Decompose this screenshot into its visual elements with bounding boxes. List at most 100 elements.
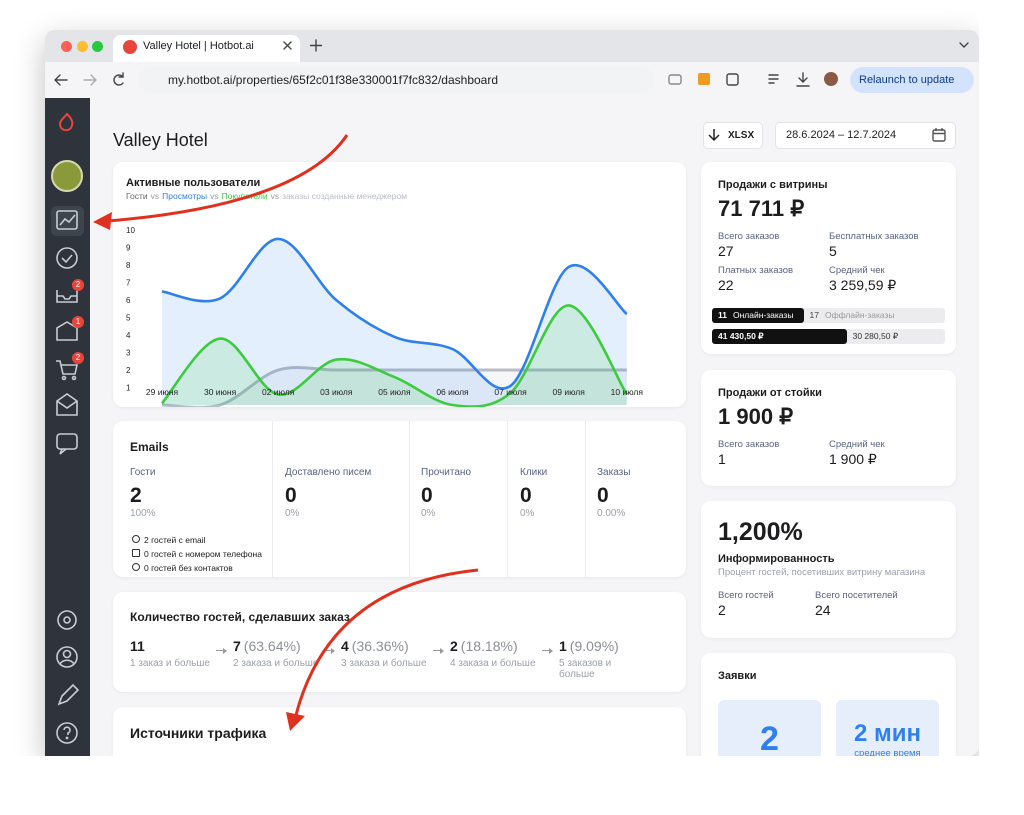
requests-avg-time: 2 мин — [853, 720, 922, 747]
stat-label: Всего заказов — [718, 439, 780, 450]
tab-favicon — [123, 40, 137, 54]
y-tick-label: 4 — [126, 331, 131, 340]
column-divider — [585, 421, 586, 577]
nav-help[interactable] — [56, 722, 78, 744]
y-tick-label: 3 — [126, 349, 131, 358]
nav-profile[interactable] — [56, 646, 78, 668]
email-stat-share: 0% — [285, 508, 300, 519]
camera[interactable] — [668, 74, 682, 85]
sidebar-icons — [51, 112, 83, 744]
stat-value: 24 — [815, 602, 831, 618]
tab-title: Valley Hotel | Hotbot.ai — [143, 40, 254, 52]
y-tick-label: 9 — [126, 244, 131, 253]
funnel-count: 2 — [450, 638, 458, 654]
email-stat-share: 0.00% — [597, 508, 626, 519]
badge: 2 — [72, 279, 84, 291]
email-stat-value: 0 — [520, 484, 532, 507]
export-label: XLSX — [728, 130, 755, 141]
email-stat-value: 0 — [597, 484, 609, 507]
counter-title: Продажи от стойки — [718, 387, 822, 399]
email-stat-value: 0 — [285, 484, 297, 507]
chart: 1 2 3 4 5 6 7 8 9 10 29 июня 30 июня 02 июля 03 июля 0… — [126, 226, 644, 407]
stat-label: Всего посетителей — [815, 590, 898, 601]
requests-count: 2 — [760, 720, 779, 758]
column-divider — [272, 421, 273, 577]
split-label: 17 Оффлайн-заказы — [810, 310, 895, 320]
nav-tasks[interactable] — [56, 247, 78, 269]
series-line — [161, 304, 628, 407]
nav-settings[interactable] — [57, 610, 77, 630]
y-tick-label: 1 — [126, 384, 131, 393]
funnel-label: 2 заказа и больше — [233, 658, 319, 669]
emails-title: Emails — [130, 440, 169, 454]
new-tab[interactable] — [309, 39, 323, 52]
split-label: 11 Онлайн-заказы — [718, 310, 793, 320]
property-avatar[interactable] — [51, 160, 83, 192]
requests-count-box — [718, 700, 821, 760]
funnel-count: 7 — [233, 638, 241, 654]
downloads[interactable] — [796, 72, 810, 87]
window-minimize[interactable] — [77, 41, 88, 52]
split-count: 17 — [809, 310, 819, 320]
reading-list[interactable] — [768, 74, 779, 84]
tab-search[interactable] — [959, 42, 969, 48]
window-close[interactable] — [61, 41, 72, 52]
funnel-step: 2 (18.18%) — [450, 638, 518, 654]
x-tick-label: 10 июля — [611, 387, 644, 397]
omnibox[interactable] — [138, 67, 654, 93]
profile[interactable] — [824, 72, 838, 86]
contact-icon — [132, 563, 140, 571]
tab-close[interactable] — [283, 41, 292, 50]
url: my.hotbot.ai/properties/65f2c01f38e33000… — [168, 73, 499, 87]
funnel-step: 7 (63.64%) — [233, 638, 301, 654]
tab[interactable] — [113, 35, 300, 62]
split-bar — [712, 329, 847, 344]
email-stat-label: Прочитано — [421, 467, 471, 478]
y-tick-label: 8 — [126, 261, 131, 270]
email-stat-value: 0 — [421, 484, 433, 507]
funnel-count: 1 — [559, 638, 567, 654]
contact-icon — [132, 535, 140, 543]
funnel-arrow — [542, 650, 552, 651]
logo[interactable] — [58, 112, 74, 132]
traffic-title: Источники трафика — [130, 725, 267, 741]
funnel-step: 1 (9.09%) — [559, 638, 619, 654]
funnel-arrow-head — [549, 647, 553, 654]
extension-icon[interactable] — [698, 73, 710, 85]
nav-analytics[interactable] — [56, 210, 78, 230]
back[interactable] — [54, 74, 68, 86]
split-name: Онлайн-заказы — [733, 310, 794, 320]
stat-label: Бесплатных заказов — [829, 231, 919, 242]
funnel-share: (18.18%) — [460, 638, 518, 654]
nav-chat[interactable] — [56, 433, 78, 455]
export-button[interactable] — [703, 122, 763, 149]
date-picker[interactable] — [775, 122, 956, 149]
nav-inbox[interactable] — [56, 290, 78, 303]
awareness-title: Информированность — [718, 553, 835, 565]
storefront-title: Продажи с витрины — [718, 179, 828, 191]
page-title: Valley Hotel — [113, 130, 208, 150]
x-tick-label: 07 июля — [494, 387, 527, 397]
awareness-card — [701, 501, 956, 638]
forward[interactable] — [83, 74, 97, 86]
email-stat-share: 100% — [130, 508, 156, 519]
stat-value: 1 — [718, 451, 726, 467]
x-tick-label: 09 июля — [553, 387, 586, 397]
window-maximize[interactable] — [92, 41, 103, 52]
y-tick-label: 5 — [126, 314, 131, 323]
stat-label: Средний чек — [829, 265, 885, 276]
relaunch-button[interactable] — [850, 67, 974, 93]
nav-mail[interactable] — [56, 393, 78, 416]
extensions[interactable] — [726, 73, 739, 86]
nav-shop[interactable] — [56, 360, 78, 381]
reload[interactable] — [113, 72, 124, 86]
stat-label: Средний чек — [829, 439, 885, 450]
funnel-arrow-head — [223, 647, 227, 654]
badge: 1 — [72, 315, 84, 328]
contact-line: 2 гостей с email — [144, 535, 206, 545]
nav-edit[interactable] — [57, 683, 80, 706]
y-tick-label: 10 — [126, 226, 135, 235]
nav-reviews[interactable] — [56, 321, 78, 341]
page-right — [979, 0, 1024, 815]
